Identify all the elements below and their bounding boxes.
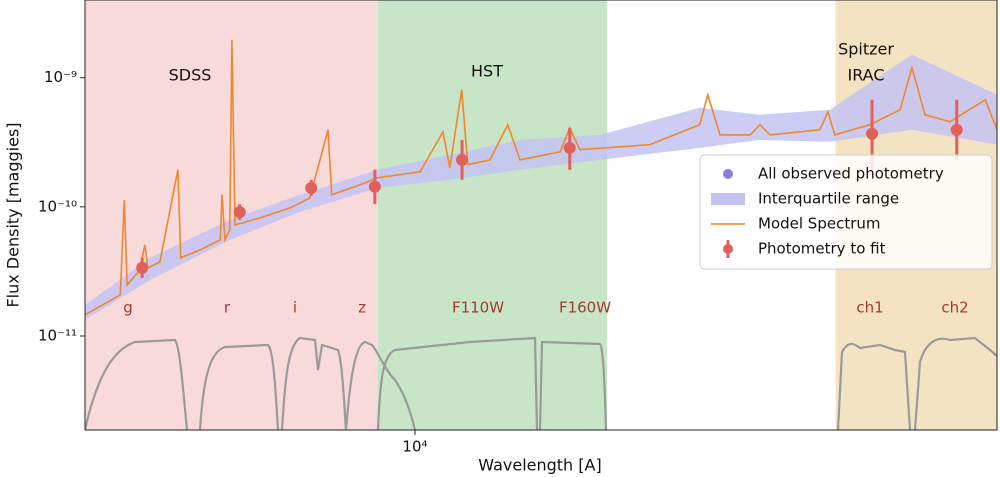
filter-curve [913, 336, 997, 430]
photometry-point [305, 181, 318, 194]
filter-label: ch1 [856, 299, 883, 317]
region-label: IRAC [847, 66, 884, 85]
filter-curve [538, 340, 608, 430]
region-label: HST [471, 62, 503, 81]
photometry-point [368, 180, 381, 193]
filter-label: F160W [559, 299, 611, 317]
legend-label: All observed photometry [758, 165, 944, 183]
photometry-point [456, 153, 469, 166]
y-tick-label: 10⁻¹¹ [38, 326, 77, 344]
filter-label: ch2 [941, 299, 968, 317]
x-tick-label: 10⁴ [402, 438, 427, 456]
iqr-band [85, 54, 997, 320]
filter-curves [85, 336, 997, 430]
region-label: Spitzer [838, 40, 894, 59]
legend-label: Photometry to fit [758, 240, 886, 258]
filter-curve [198, 343, 280, 430]
y-axis-label: Flux Density [maggies] [4, 122, 23, 307]
filter-label: F110W [452, 299, 504, 317]
filter-curve [344, 340, 417, 430]
legend-swatch [723, 244, 733, 254]
data-layer [85, 39, 997, 320]
x-axis-label: Wavelength [A] [478, 456, 601, 475]
legend-label: Interquartile range [758, 190, 899, 208]
y-tick-label: 10⁻⁹ [44, 68, 77, 86]
photometry-point [866, 127, 879, 140]
filter-label: r [224, 299, 231, 317]
annotations: SDSS HST Spitzer IRAC 10⁻¹¹ 10⁻¹⁰ 10⁻⁹ 10⁴ g r i z F… [38, 40, 993, 456]
filter-curve [836, 342, 912, 430]
photometry-point [563, 141, 576, 154]
legend-swatch [723, 169, 733, 179]
legend-swatch [711, 193, 745, 205]
region [377, 0, 608, 430]
legend-box [699, 154, 993, 270]
y-tick-label: 10⁻¹⁰ [38, 197, 77, 215]
plot-frame [84, 0, 998, 431]
filter-curve [376, 336, 539, 430]
photometry-point [136, 261, 149, 274]
filter-curve [85, 338, 189, 430]
photometry-point [950, 123, 963, 136]
legend-label: Model Spectrum [758, 215, 881, 233]
filter-label: i [293, 299, 297, 317]
filter-label: z [358, 299, 366, 317]
model-line [85, 39, 997, 316]
filter-curve [280, 336, 348, 430]
region-label: SDSS [169, 66, 212, 85]
photometry-point [233, 206, 246, 219]
filter-label: g [123, 299, 133, 317]
